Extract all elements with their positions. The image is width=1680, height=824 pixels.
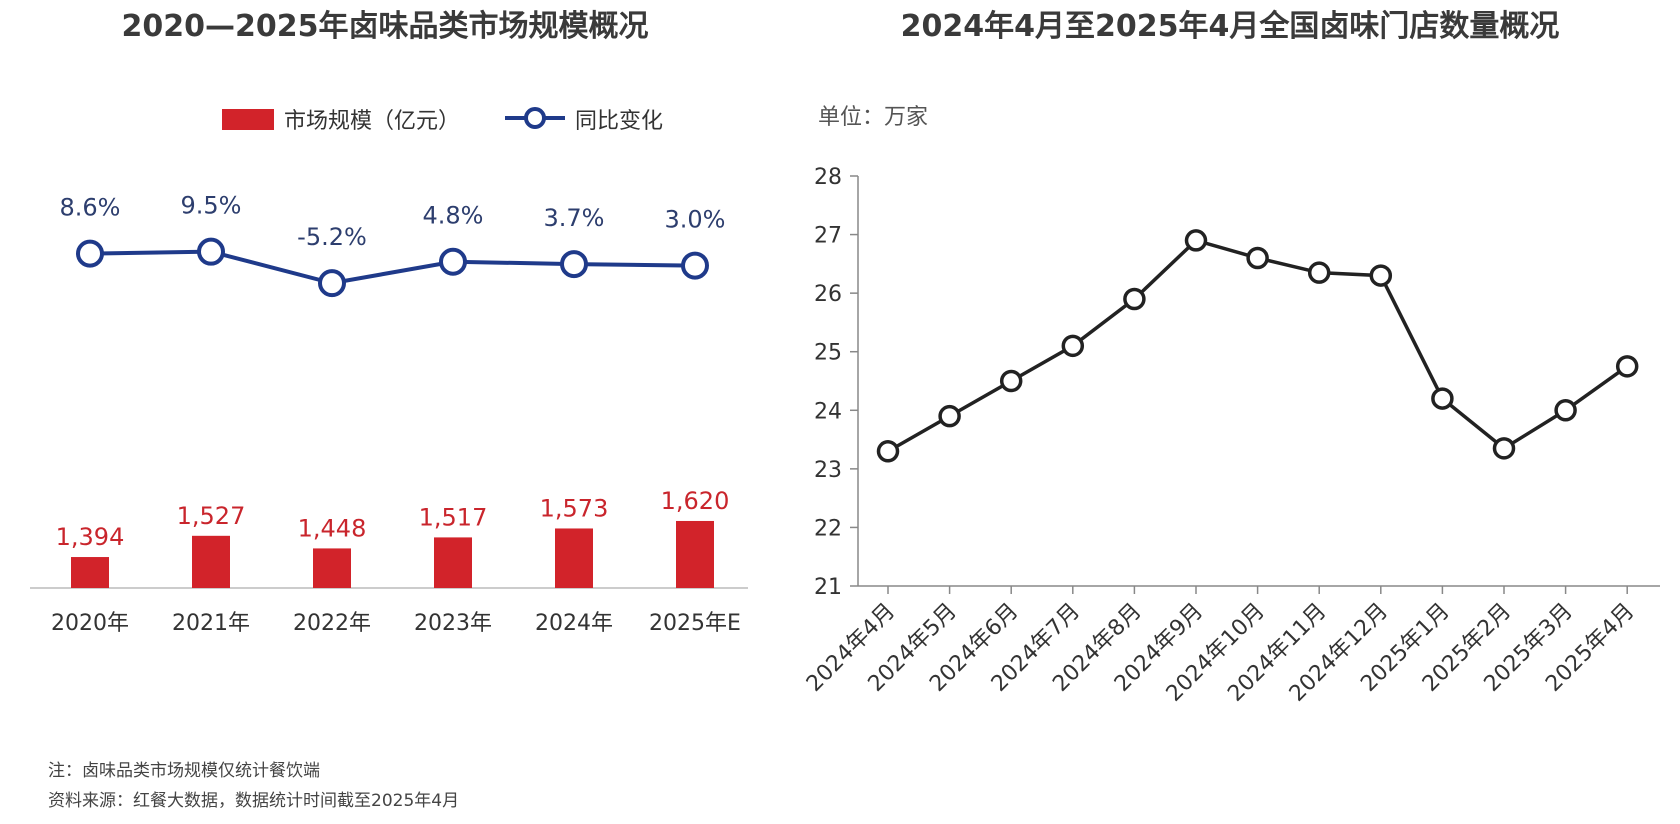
bar-value-label: 1,517 <box>419 503 488 531</box>
bar-value-label: 1,527 <box>177 502 246 530</box>
yoy-value-label: 4.8% <box>423 202 484 230</box>
y-tick-label: 28 <box>814 165 842 190</box>
unit-label: 单位：万家 <box>818 105 928 130</box>
y-tick-label: 23 <box>814 458 842 483</box>
yoy-value-label: 3.7% <box>544 204 605 232</box>
bar-2024年 <box>555 528 593 588</box>
store-count-point <box>1431 387 1454 410</box>
yoy-value-label: 8.6% <box>60 194 121 222</box>
bar-value-label: 1,573 <box>540 494 609 522</box>
store-count-line <box>887 238 1629 453</box>
legend-line-label: 同比变化 <box>575 109 663 134</box>
y-tick-label: 24 <box>814 399 842 424</box>
store-count-point <box>999 369 1023 393</box>
left-chart: 2020—2025年卤味品类市场规模概况 市场规模（亿元） 同比变化 1,394… <box>30 9 748 636</box>
yoy-line-group: 8.6% 9.5% -5.2% 4.8% 3.7% 3.0% <box>60 192 726 298</box>
y-tick-label: 27 <box>814 224 842 249</box>
yoy-point <box>76 239 104 268</box>
bar-2020年 <box>71 557 109 588</box>
store-count-point <box>1061 334 1085 358</box>
store-count-point <box>1123 287 1146 311</box>
source-text: 资料来源：红餐大数据，数据统计时间截至2025年4月 <box>48 791 459 811</box>
x-tick-label: 2025年E <box>649 611 741 636</box>
yoy-value-label: 9.5% <box>181 192 242 220</box>
left-x-ticks: 2020年 2021年 2022年 2023年 2024年 2025年E <box>51 611 741 636</box>
bar-value-label: 1,620 <box>661 487 730 515</box>
store-count-point <box>1615 355 1639 378</box>
yoy-point <box>681 251 709 280</box>
store-count-point <box>1492 437 1516 460</box>
left-chart-title: 2020—2025年卤味品类市场规模概况 <box>122 9 649 44</box>
x-tick-label: 2024年 <box>535 611 613 636</box>
y-tick-label: 25 <box>814 341 842 366</box>
legend-bar-label: 市场规模（亿元） <box>284 109 460 134</box>
store-count-point <box>1554 399 1577 422</box>
yoy-point <box>197 237 225 266</box>
legend-bar-swatch <box>222 109 274 130</box>
yoy-line <box>89 249 696 286</box>
bar-value-label: 1,448 <box>298 514 367 542</box>
x-tick-label: 2021年 <box>172 611 250 636</box>
right-chart: 2024年4月至2025年4月全国卤味门店数量概况 单位：万家 21 22 23 24… <box>802 9 1660 707</box>
y-tick-label: 21 <box>814 575 842 600</box>
bar-2023年 <box>434 537 472 588</box>
x-tick-label: 2020年 <box>51 611 129 636</box>
note-text: 注：卤味品类市场规模仅统计餐饮端 <box>48 761 320 781</box>
bar-2025年E <box>676 520 714 588</box>
store-count-point <box>1184 229 1208 252</box>
y-tick-label: 22 <box>814 516 842 541</box>
yoy-point <box>318 269 346 298</box>
bars-group: 1,394 1,527 1,448 1,517 1,573 1,620 <box>56 487 730 588</box>
yoy-point <box>439 247 467 276</box>
bar-value-label: 1,394 <box>56 523 125 551</box>
store-count-line-group <box>876 229 1639 463</box>
yoy-value-label: -5.2% <box>297 223 367 251</box>
store-count-point <box>1307 261 1331 284</box>
right-x-ticks: 2024年4月2024年5月2024年6月2024年7月2024年8月2024年… <box>802 586 1639 707</box>
y-tick-label: 26 <box>814 282 842 307</box>
right-y-ticks: 21 22 23 24 25 26 27 28 <box>814 165 858 600</box>
x-tick-label: 2022年 <box>293 611 371 636</box>
store-count-point <box>1369 264 1393 287</box>
yoy-point <box>560 250 588 279</box>
store-count-point <box>1246 246 1269 270</box>
bar-2022年 <box>313 548 351 588</box>
store-count-point <box>938 404 961 428</box>
store-count-point <box>876 440 900 463</box>
right-chart-title: 2024年4月至2025年4月全国卤味门店数量概况 <box>901 9 1560 44</box>
bar-2021年 <box>192 535 230 588</box>
yoy-value-label: 3.0% <box>665 206 726 234</box>
x-tick-label: 2023年 <box>414 611 492 636</box>
legend: 市场规模（亿元） 同比变化 <box>222 107 663 134</box>
legend-line-marker <box>524 107 546 129</box>
